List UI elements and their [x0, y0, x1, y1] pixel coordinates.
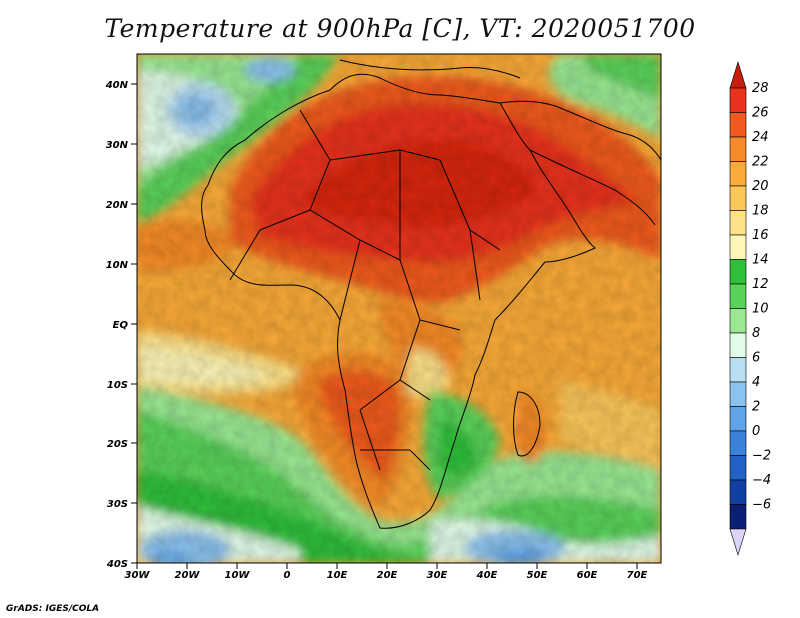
- lon-label-10w: 10W: [225, 570, 251, 581]
- lon-label-30w: 30W: [125, 570, 151, 581]
- colorbar-label: 18: [752, 204, 769, 219]
- colorbar-segment: [729, 136, 747, 162]
- lon-label-60e: 60E: [577, 570, 598, 581]
- coastlines: [201, 59, 661, 529]
- colorbar-segment: [729, 185, 747, 211]
- lon-label-30e: 30E: [427, 570, 448, 581]
- lon-label-10e: 10E: [327, 570, 348, 581]
- lon-label-40e: 40E: [476, 570, 498, 581]
- lon-label-70e: 70E: [627, 570, 648, 581]
- colorbar-bottom-triangle: [729, 528, 747, 557]
- colorbar-segment: [729, 430, 747, 456]
- colorbar-label: 20: [752, 179, 769, 194]
- colorbar-segment: [729, 406, 747, 432]
- colorbar-label: 26: [752, 106, 769, 121]
- colorbar-label: −6: [752, 498, 771, 513]
- lat-label-10s: 10S: [107, 380, 128, 391]
- map-title: Temperature at 900hPa [C], VT: 202005170…: [104, 14, 696, 43]
- colorbar-segment: [729, 504, 747, 530]
- colorbar-label: 10: [752, 302, 769, 317]
- colorbar-segment: [729, 332, 747, 358]
- colorbar-label: 22: [752, 155, 769, 170]
- longitude-axis: 30W 20W 10W 0 10E 20E 30E 40E 50E 60E 70…: [125, 563, 648, 581]
- colorbar-segment: [729, 308, 747, 334]
- colorbar-label: 4: [752, 375, 760, 390]
- lat-label-20s: 20S: [107, 439, 128, 450]
- colorbar-label: 16: [752, 228, 769, 243]
- grads-credit: GrADS: IGES/COLA: [6, 604, 100, 614]
- colorbar-segment: [729, 234, 747, 260]
- colorbar-label: 2: [752, 400, 760, 415]
- colorbar-label: 28: [752, 81, 769, 96]
- colorbar-segment: [729, 357, 747, 383]
- colorbar-label: 6: [752, 351, 760, 366]
- colorbar-segment: [729, 283, 747, 309]
- lat-label-30n: 30N: [106, 140, 129, 151]
- lat-label-10n: 10N: [106, 260, 129, 271]
- map-frame: [136, 53, 662, 564]
- lat-label-20n: 20N: [106, 200, 129, 211]
- lat-label-30s: 30S: [107, 499, 128, 510]
- colorbar-label: −2: [752, 449, 771, 464]
- lat-label-eq: EQ: [113, 320, 129, 331]
- lon-label-20e: 20E: [377, 570, 398, 581]
- colorbar-label: 12: [752, 277, 769, 292]
- colorbar-label: 24: [752, 130, 769, 145]
- colorbar-label: 8: [752, 326, 760, 341]
- colorbar-label: 0: [752, 424, 760, 439]
- lat-label-40s: 40S: [106, 559, 128, 570]
- colorbar-segment: [729, 161, 747, 187]
- colorbar-label: 14: [752, 253, 769, 268]
- lat-label-40n: 40N: [105, 80, 129, 91]
- colorbar-label: −4: [752, 473, 771, 488]
- colorbar-top-triangle: [729, 60, 747, 89]
- lon-label-50e: 50E: [527, 570, 548, 581]
- colorbar-segment: [729, 210, 747, 236]
- colorbar-segment: [729, 87, 747, 113]
- latitude-axis: 40N 30N 20N 10N EQ 10S 20S 30S 40S: [105, 80, 137, 570]
- colorbar-segment: [729, 479, 747, 505]
- temperature-field: [137, 54, 661, 563]
- colorbar-segment: [729, 381, 747, 407]
- colorbar-segment: [729, 259, 747, 285]
- colorbar-segment: [729, 455, 747, 481]
- lon-label-20w: 20W: [175, 570, 201, 581]
- lon-label-0: 0: [284, 570, 291, 581]
- colorbar-segment: [729, 112, 747, 138]
